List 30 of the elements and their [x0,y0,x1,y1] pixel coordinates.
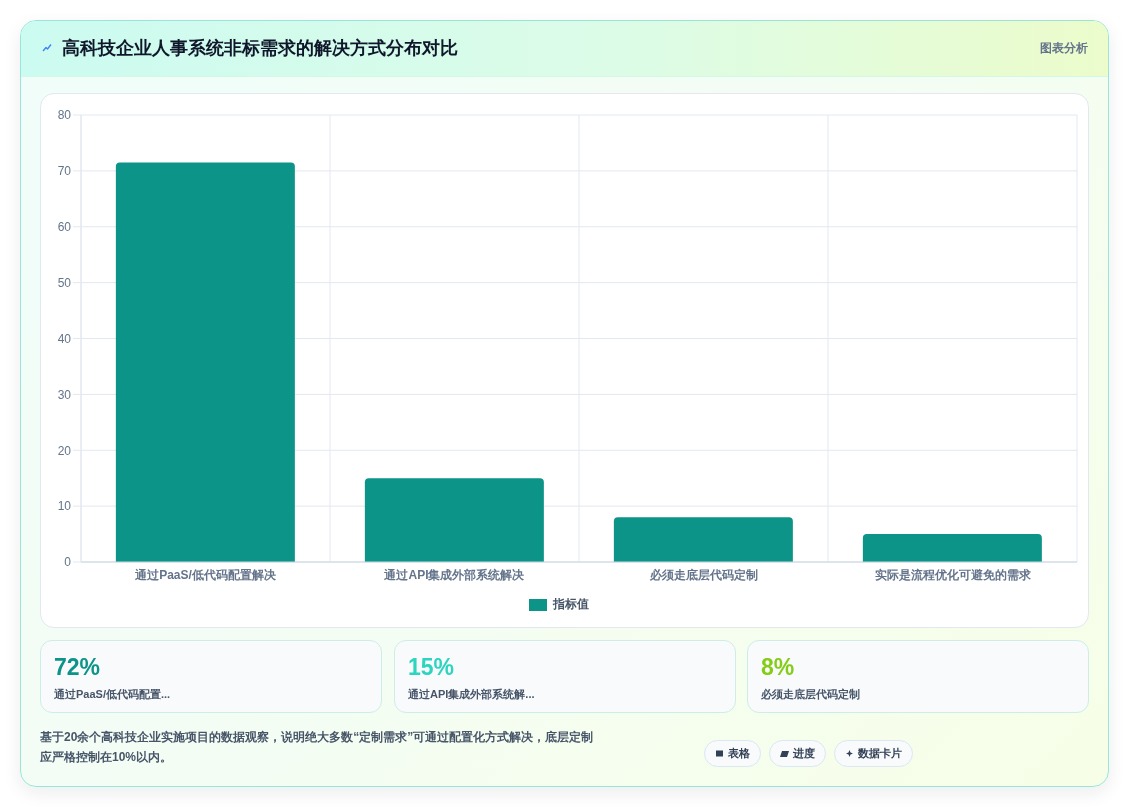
y-tick-label: 60 [57,220,72,235]
y-tick-label: 30 [57,387,72,402]
text: 72% [54,653,101,681]
text: 通过API集成外部系统解... [408,687,535,702]
y-tick-label: 0 [64,555,72,570]
text: 数据卡片 [858,746,902,761]
text: 通过PaaS/低代码配置... [54,687,171,702]
y-tick-label: 20 [57,443,72,458]
x-tick-label: 通过PaaS/低代码配置解决 [134,567,277,582]
text: 表格 [728,746,750,761]
bar [862,534,1042,562]
bar [364,478,544,562]
legend-label: 指标值 [553,596,589,613]
x-tick-label: 必须走底层代码定制 [648,567,758,582]
y-tick-label: 40 [57,331,72,346]
bar [115,162,295,562]
text: 15% [408,653,455,681]
text: 必须走底层代码定制 [761,687,860,702]
bar [613,517,793,562]
y-tick-label: 70 [57,164,72,179]
chart-title: 高科技企业人事系统非标需求的解决方式分布对比 [62,37,458,60]
y-tick-label: 10 [57,499,72,514]
y-tick-label: 80 [57,108,72,123]
x-tick-label: 通过API集成外部系统解决 [383,567,526,582]
text: 进度 [793,746,815,761]
y-tick-label: 50 [57,275,72,290]
text: 基于20余个高科技企业实施项目的数据观察，说明绝大多数“定制需求”可通过配置化方式解决，底层定制应严格控制在10%以内。 [40,729,595,766]
text: 图表分析 [1040,40,1088,56]
text: 8% [761,653,795,681]
x-tick-label: 实际是流程优化可避免的需求 [874,567,1032,582]
